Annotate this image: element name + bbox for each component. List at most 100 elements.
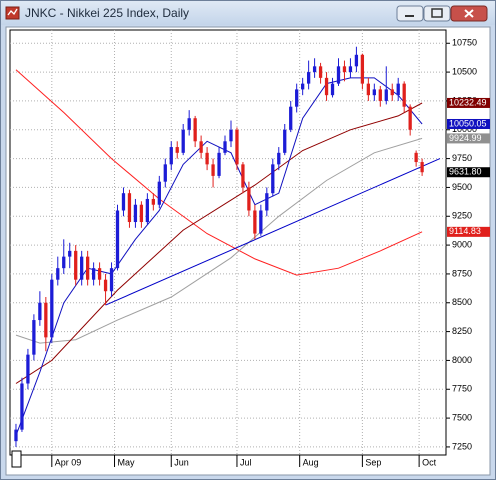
- app-icon-glyph: [7, 8, 18, 16]
- y-tick-label: 8500: [452, 297, 472, 307]
- plot: [10, 30, 446, 455]
- candle-body: [342, 66, 347, 73]
- candle-body: [396, 83, 400, 96]
- maximize-button[interactable]: [423, 5, 451, 22]
- candle-body: [163, 164, 167, 182]
- candle-body: [259, 210, 263, 234]
- candle-body: [133, 204, 138, 223]
- candle-body: [68, 250, 72, 257]
- candle-body: [306, 72, 311, 84]
- candle-body: [241, 164, 245, 188]
- y-tick-label: 10750: [452, 38, 477, 48]
- x-tick-label: May: [118, 457, 136, 467]
- y-tick-label: 8750: [452, 268, 472, 278]
- candle-body: [20, 383, 24, 430]
- price-label-box: [447, 118, 490, 129]
- x-tick-label: Sep: [365, 457, 381, 467]
- candle-body: [229, 129, 233, 142]
- candle-body: [402, 83, 406, 107]
- indicator-line: [15, 137, 423, 344]
- candle-body: [91, 268, 96, 280]
- y-tick-label: 9250: [452, 211, 472, 221]
- candle-body: [44, 302, 48, 338]
- candle-body: [271, 164, 275, 194]
- candle-body: [187, 118, 191, 130]
- candle-body: [121, 193, 126, 211]
- price-label-box: [447, 167, 490, 178]
- price-label: 10050.05: [449, 118, 487, 128]
- candle-body: [354, 54, 359, 67]
- candle-body: [223, 141, 227, 153]
- candle-body: [97, 268, 102, 280]
- y-tick-label: 7250: [452, 441, 472, 451]
- candle-body: [32, 320, 36, 355]
- y-tick-label: 7750: [452, 384, 472, 394]
- candle-body: [139, 204, 144, 223]
- candle-body: [145, 198, 150, 223]
- x-tick-label: Aug: [303, 457, 319, 467]
- price-label: 9114.83: [449, 226, 481, 236]
- candle-body: [348, 66, 353, 73]
- close-button[interactable]: [450, 5, 488, 22]
- candle-body: [169, 147, 173, 165]
- y-tick-label: 10000: [452, 124, 477, 134]
- candle-body: [390, 89, 394, 96]
- candle-body: [289, 106, 293, 130]
- price-label: 10232.49: [449, 97, 487, 107]
- candle-body: [324, 77, 329, 96]
- indicator-line: [15, 69, 423, 276]
- candle-body: [253, 210, 257, 234]
- price-label-box: [447, 226, 490, 237]
- indicator-line: [15, 77, 423, 436]
- candle-body: [151, 198, 155, 205]
- candle-body: [295, 89, 299, 107]
- indicator-line: [105, 158, 441, 306]
- plot-frame: [9, 29, 447, 456]
- candle-body: [193, 118, 197, 142]
- candle-body: [235, 129, 239, 165]
- candle-body: [175, 147, 179, 153]
- candle-body: [336, 66, 341, 84]
- x-tick-label: Jun: [174, 457, 189, 467]
- candle-body: [62, 256, 66, 269]
- candle-body: [420, 162, 424, 173]
- candle-body: [360, 54, 365, 84]
- candle-body: [247, 187, 251, 211]
- price-label: 9924.99: [449, 133, 482, 143]
- candle-body: [74, 250, 78, 280]
- y-tick-label: 10500: [452, 66, 477, 76]
- candle-body: [14, 429, 18, 442]
- candle-body: [86, 256, 90, 280]
- candle-body: [277, 152, 281, 165]
- candle-body: [372, 89, 376, 96]
- y-tick-label: 8000: [452, 355, 472, 365]
- y-tick-label: 7500: [452, 412, 472, 422]
- candle-body: [378, 89, 382, 101]
- candle-body: [56, 268, 60, 280]
- candle-body: [366, 83, 370, 96]
- y-tick-label: 9000: [452, 239, 472, 249]
- y-tick-label: 9750: [452, 153, 472, 163]
- scroll-marker: [11, 450, 22, 468]
- candle-body: [312, 66, 317, 73]
- candle-body: [127, 193, 132, 223]
- candle-body: [205, 152, 209, 165]
- candle-body: [199, 141, 203, 153]
- candle-body: [80, 256, 84, 280]
- candle-body: [265, 193, 269, 211]
- candle-body: [157, 181, 161, 205]
- indicator-line: [15, 102, 423, 384]
- x-tick-label: Jul: [240, 457, 252, 467]
- candle-body: [109, 268, 114, 292]
- candle-body: [408, 106, 412, 130]
- candle-body: [384, 89, 388, 101]
- y-tick-label: 9500: [452, 182, 472, 192]
- chart-area: [5, 26, 491, 476]
- candle-body: [50, 279, 54, 338]
- minimize-button[interactable]: [396, 5, 424, 22]
- price-label: 9631.80: [449, 167, 482, 177]
- candle-body: [103, 279, 108, 292]
- candle-body: [301, 83, 305, 90]
- candle-body: [318, 66, 323, 78]
- x-tick-label: Apr 09: [55, 457, 82, 467]
